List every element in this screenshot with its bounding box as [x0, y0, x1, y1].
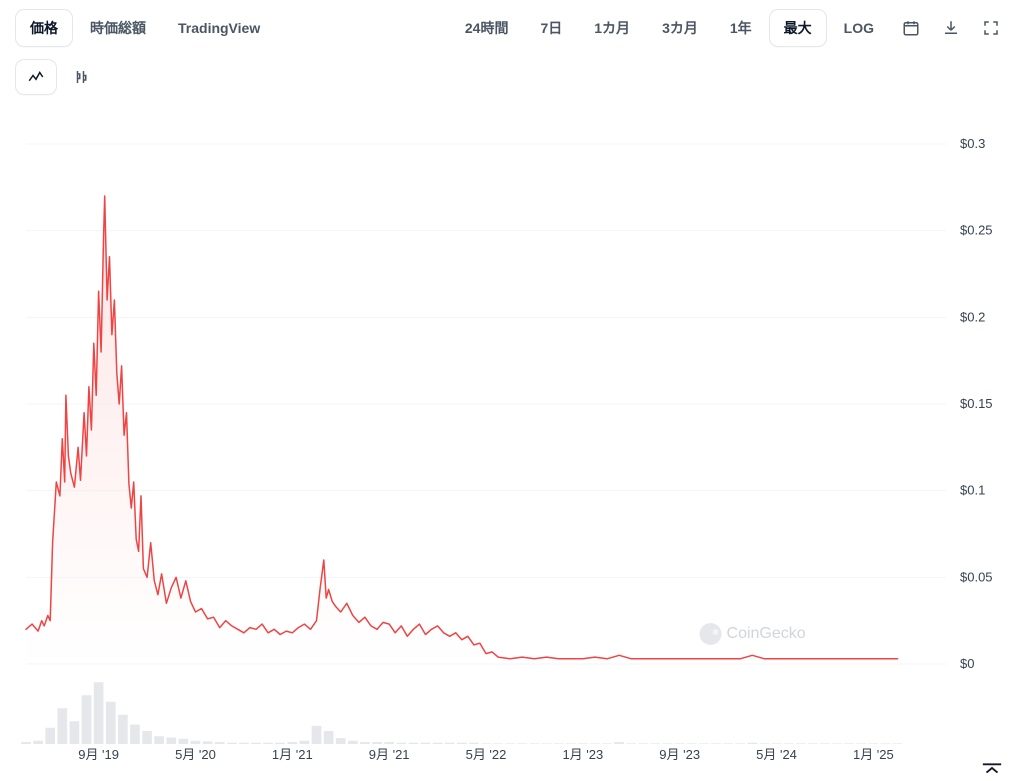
- range-tab-0[interactable]: 24時間: [451, 10, 523, 46]
- svg-text:5月 '24: 5月 '24: [756, 747, 797, 762]
- svg-text:$0.15: $0.15: [960, 396, 993, 411]
- range-tabs: 24時間7日1カ月3カ月1年最大LOG: [451, 10, 888, 46]
- range-tab-6[interactable]: LOG: [830, 12, 888, 44]
- svg-text:5月 '20: 5月 '20: [175, 747, 216, 762]
- svg-text:$0.2: $0.2: [960, 309, 985, 324]
- metric-tabs: 価格時価総額TradingView: [16, 10, 274, 46]
- calendar-icon[interactable]: [894, 11, 928, 45]
- svg-text:5月 '22: 5月 '22: [466, 747, 507, 762]
- metric-tab-2[interactable]: TradingView: [164, 12, 274, 44]
- range-tab-4[interactable]: 1年: [716, 10, 766, 46]
- svg-text:$0.05: $0.05: [960, 569, 993, 584]
- range-tab-3[interactable]: 3カ月: [648, 10, 712, 46]
- range-tab-2[interactable]: 1カ月: [580, 10, 644, 46]
- scroll-to-top-icon[interactable]: [978, 759, 1006, 777]
- svg-text:1月 '25: 1月 '25: [853, 747, 894, 762]
- chart-toolbar: 価格時価総額TradingView 24時間7日1カ月3カ月1年最大LOG: [0, 0, 1024, 56]
- svg-text:1月 '23: 1月 '23: [562, 747, 603, 762]
- right-tab-wrap: 24時間7日1カ月3カ月1年最大LOG: [451, 10, 1008, 46]
- svg-text:9月 '19: 9月 '19: [78, 747, 119, 762]
- svg-text:9月 '23: 9月 '23: [659, 747, 700, 762]
- metric-tab-1[interactable]: 時価総額: [76, 10, 160, 46]
- price-chart[interactable]: $0.3 $0.25 $0.2 $0.15 $0.1 $0.05 $0 9月 '19 5月 '2…: [16, 104, 1008, 774]
- svg-text:$0.1: $0.1: [960, 483, 985, 498]
- range-tab-1[interactable]: 7日: [526, 10, 576, 46]
- metric-tab-0[interactable]: 価格: [16, 10, 72, 46]
- expand-icon[interactable]: [974, 11, 1008, 45]
- candlestick-chart-icon[interactable]: [62, 60, 102, 94]
- svg-text:1月 '21: 1月 '21: [272, 747, 313, 762]
- line-chart-icon[interactable]: [16, 60, 56, 94]
- download-icon[interactable]: [934, 11, 968, 45]
- svg-text:CoinGecko: CoinGecko: [727, 625, 806, 642]
- range-tab-5[interactable]: 最大: [770, 10, 826, 46]
- svg-text:9月 '21: 9月 '21: [369, 747, 410, 762]
- svg-text:$0.25: $0.25: [960, 223, 993, 238]
- svg-text:$0.3: $0.3: [960, 136, 985, 151]
- svg-text:$0: $0: [960, 656, 974, 671]
- chart-type-bar: [0, 56, 1024, 104]
